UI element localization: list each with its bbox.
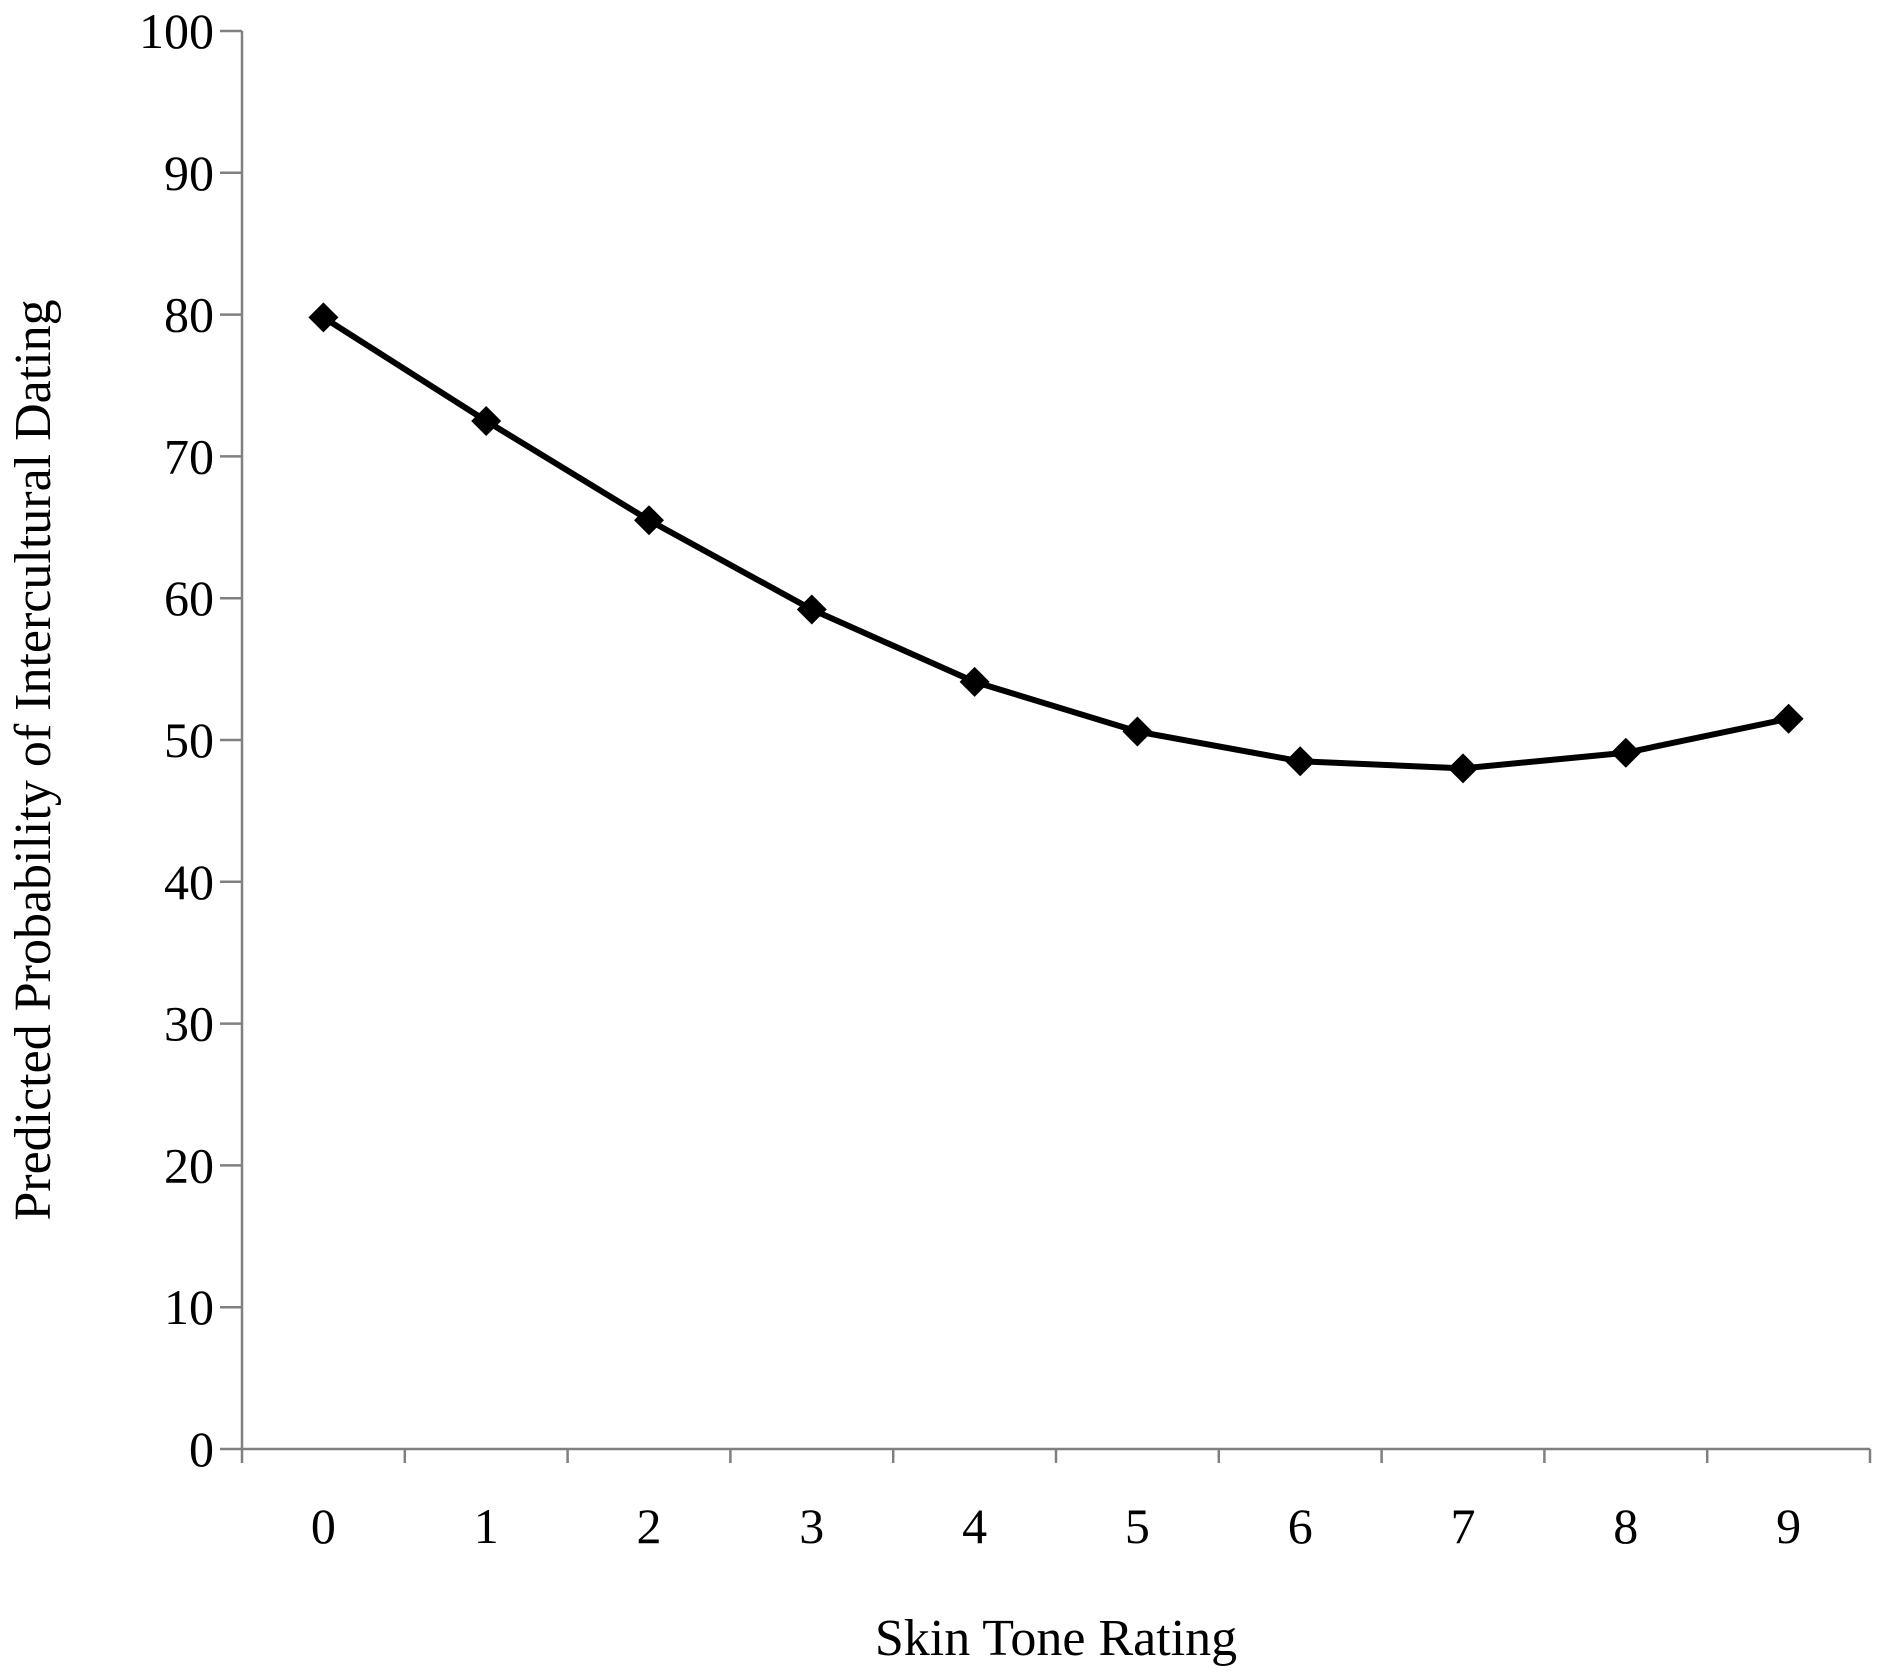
y-tick-label: 10 [164,1279,214,1335]
x-tick-label: 0 [311,1498,336,1554]
y-tick-label: 20 [164,1137,214,1193]
y-axis-title: Predicted Probability of Intercultural D… [5,299,62,1220]
y-tick-label: 90 [164,145,214,201]
series-line [321,314,1790,772]
data-point [1448,753,1478,784]
data-point [959,666,990,697]
y-tick-label: 80 [164,287,214,343]
y-tick-label: 40 [164,854,214,910]
y-axis-ticks: 0 10 20 30 40 50 60 70 80 90 100 [139,3,242,1477]
x-tick-label: 9 [1776,1498,1801,1554]
x-axis-ticks: 0 1 2 3 4 5 6 7 8 9 [240,1449,1872,1554]
y-tick-label: 70 [164,428,214,484]
y-tick-label: 0 [189,1421,214,1477]
x-tick-label: 2 [637,1498,662,1554]
x-tick-label: 5 [1125,1498,1150,1554]
x-tick-label: 8 [1613,1498,1638,1554]
data-point [471,405,502,436]
y-tick-label: 50 [164,712,214,768]
y-tick-label: 30 [164,996,214,1052]
data-point [1285,746,1316,777]
data-point [1610,737,1641,768]
x-tick-label: 6 [1288,1498,1313,1554]
y-tick-label: 100 [139,3,214,59]
data-point [796,594,827,625]
x-tick-label: 1 [474,1498,499,1554]
x-tick-label: 7 [1451,1498,1476,1554]
x-tick-label: 3 [799,1498,824,1554]
x-tick-label: 4 [962,1498,987,1554]
data-point [1773,703,1804,734]
data-point [634,505,664,536]
series-group [308,302,1804,784]
data-point [1122,716,1153,747]
y-tick-label: 60 [164,570,214,626]
data-point [308,302,339,333]
x-axis-title: Skin Tone Rating [875,1610,1237,1667]
